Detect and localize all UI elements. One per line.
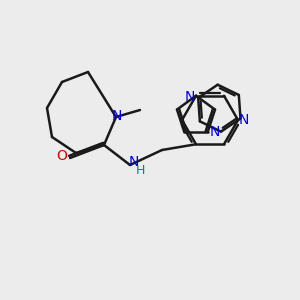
Text: O: O <box>57 149 68 163</box>
Text: N: N <box>239 113 249 127</box>
Text: N: N <box>185 90 195 104</box>
Text: N: N <box>210 125 220 139</box>
Text: N: N <box>112 109 122 123</box>
Text: H: H <box>135 164 145 176</box>
Text: N: N <box>129 155 139 169</box>
